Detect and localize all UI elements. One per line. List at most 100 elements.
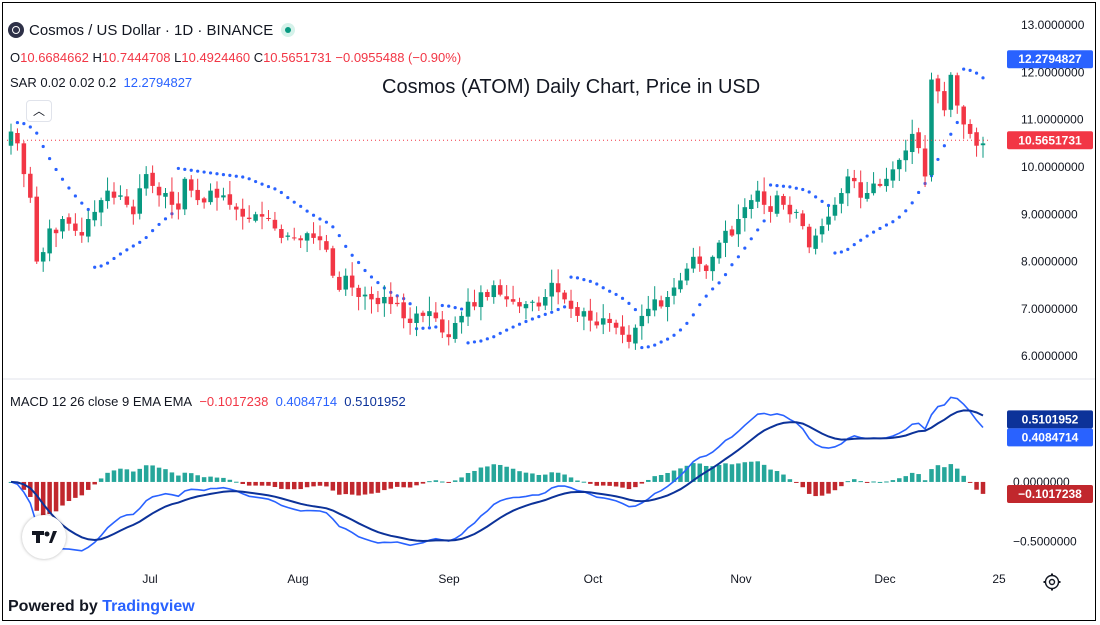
sar-dot [575, 276, 580, 280]
candle-body [819, 226, 825, 235]
candle-body [658, 300, 664, 307]
candle-body [967, 123, 973, 134]
macd-histogram-bar [407, 481, 413, 488]
candle-body [201, 198, 207, 203]
price-axis-tick: 8.0000000 [1021, 255, 1078, 269]
candle-body [427, 311, 432, 317]
symbol-legend: Cosmos / US Dollar · 1D · BINANCE [8, 22, 296, 39]
sar-dot [421, 326, 425, 330]
macd-histogram-bar [974, 481, 979, 490]
sar-dot [859, 238, 863, 242]
candle-body [124, 196, 130, 205]
candle-body [839, 193, 844, 204]
sar-dot [105, 261, 110, 265]
sar-dot [453, 306, 457, 310]
macd-histogram-bar [285, 481, 291, 490]
candle-body [440, 319, 445, 333]
macd-histogram-bar [79, 481, 85, 496]
candle-body [356, 287, 361, 297]
candle-body [710, 256, 715, 272]
macd-histogram-bar [311, 481, 316, 487]
candle-body [716, 242, 722, 259]
candle-body [549, 282, 554, 297]
sar-dot [942, 144, 946, 148]
candle-body [163, 193, 168, 197]
sar-dot [846, 247, 850, 251]
sar-dot [826, 203, 831, 208]
sar-dot [60, 177, 65, 181]
sar-dot [41, 144, 45, 149]
sar-dot [189, 168, 193, 172]
macd-histogram-bar [240, 481, 245, 485]
macd-histogram-bar [143, 465, 149, 482]
sar-legend[interactable]: SAR 0.02 0.02 0.2 12.2794827 [10, 75, 192, 90]
candle-body [980, 143, 986, 146]
macd-axis-tick: −0.5000000 [1013, 534, 1077, 548]
candle-body [259, 214, 265, 217]
collapse-legend-button[interactable]: ︿ [26, 100, 52, 122]
sar-dot [254, 179, 258, 184]
macd-legend[interactable]: MACD 12 26 close 9 EMA EMA −0.1017238 0.… [10, 394, 406, 409]
candle-body [761, 191, 767, 205]
sar-value: 12.2794827 [123, 75, 193, 90]
sar-dot [910, 201, 914, 205]
sar-dot [369, 275, 374, 279]
candle-body [60, 219, 65, 232]
sar-dot [685, 321, 689, 325]
candle-body [279, 229, 284, 238]
sar-dot [311, 213, 316, 217]
candle-body [852, 177, 857, 182]
candle-body [401, 302, 406, 319]
sar-dot [917, 190, 921, 195]
sar-dot [479, 339, 483, 343]
macd-line [10, 396, 984, 552]
macd-histogram-bar [800, 481, 806, 488]
sar-dot [286, 195, 290, 200]
candle-body [485, 292, 490, 297]
candle-body [736, 219, 741, 235]
macd-histogram-bar [877, 481, 883, 483]
sar-dot [608, 289, 612, 293]
macd-histogram-bar [156, 467, 162, 482]
price-axis-tick: 11.0000000 [1021, 113, 1084, 127]
candle-body [407, 318, 413, 323]
macd-histogram-bar [729, 464, 735, 482]
macd-histogram-bar [691, 463, 696, 482]
tradingview-logo-icon[interactable] [22, 515, 66, 559]
symbol-title: Cosmos / US Dollar · 1D · BINANCE [29, 22, 274, 39]
macd-histogram-bar [478, 467, 484, 482]
candle-body [607, 318, 612, 323]
tradingview-link[interactable]: Tradingview [102, 598, 195, 615]
candle-body [240, 208, 245, 217]
macd-histogram-bar [607, 481, 612, 486]
macd-histogram-bar [169, 472, 175, 482]
candle-body [974, 132, 979, 146]
sar-dot [543, 312, 547, 316]
candle-body [98, 200, 104, 213]
sar-dot [955, 120, 959, 125]
candle-body [28, 173, 33, 198]
price-tag-0: 12.2794827 [1018, 52, 1082, 66]
sar-dot [151, 229, 155, 233]
sar-dot [833, 251, 837, 255]
sar-dot [234, 174, 238, 178]
gear-icon[interactable] [1043, 573, 1061, 591]
candle-body [79, 232, 85, 236]
macd-histogram-bar [427, 481, 432, 483]
sar-dots [15, 67, 985, 350]
candle-body [446, 334, 451, 338]
sar-dot [434, 325, 438, 329]
macd-histogram-bar [620, 481, 625, 488]
candle-body [73, 223, 78, 231]
candle-body [562, 292, 567, 300]
macd-histogram-bar [755, 461, 760, 482]
macd-histogram-bar [208, 476, 213, 482]
macd-histogram-bar [658, 474, 664, 482]
sar-dot [241, 175, 245, 179]
macd-histogram-bar [588, 481, 593, 484]
candle-body [472, 302, 477, 307]
candle-body [555, 283, 561, 293]
macd-histogram-bar [176, 475, 181, 482]
candle-body [826, 216, 831, 225]
macd-histogram-bar [639, 481, 645, 484]
